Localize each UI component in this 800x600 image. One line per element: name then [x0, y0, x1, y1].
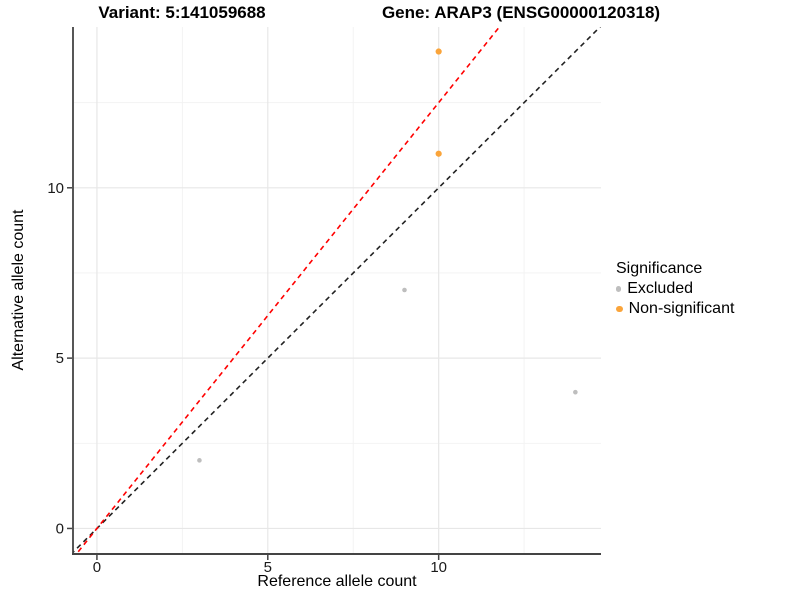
- x-tick-label: 10: [430, 559, 447, 576]
- data-point-non-significant: [435, 48, 442, 55]
- gene-title: Gene: ARAP3 (ENSG00000120318): [381, 3, 661, 22]
- y-axis-title: Alternative allele count: [10, 209, 27, 371]
- y-tick-label: 0: [56, 520, 64, 537]
- legend-dot: [616, 286, 622, 292]
- legend-item-excluded: Excluded: [616, 279, 734, 299]
- data-point-excluded: [402, 287, 407, 293]
- data-point-excluded: [573, 389, 578, 395]
- x-tick-label: 0: [93, 559, 101, 576]
- legend-item-non-significant: Non-significant: [616, 299, 734, 319]
- data-point-excluded: [197, 458, 202, 463]
- x-tick-label: 5: [264, 559, 272, 576]
- legend-item-label: Non-significant: [628, 300, 735, 317]
- y-tick-label: 5: [56, 350, 64, 367]
- legend: Significance Excluded Non-significant: [616, 258, 734, 319]
- legend-title: Significance: [616, 260, 703, 277]
- variant-title: Variant: 5:141059688: [98, 3, 266, 22]
- legend-dot: [616, 305, 623, 313]
- data-point-non-significant: [435, 150, 442, 157]
- fit-line: [75, 27, 501, 554]
- legend-items: Excluded Non-significant: [616, 279, 734, 319]
- identity-line: [73, 27, 601, 554]
- x-axis-title: Reference allele count: [257, 573, 417, 590]
- legend-item-label: Excluded: [627, 280, 694, 297]
- y-tick-label: 10: [47, 180, 64, 197]
